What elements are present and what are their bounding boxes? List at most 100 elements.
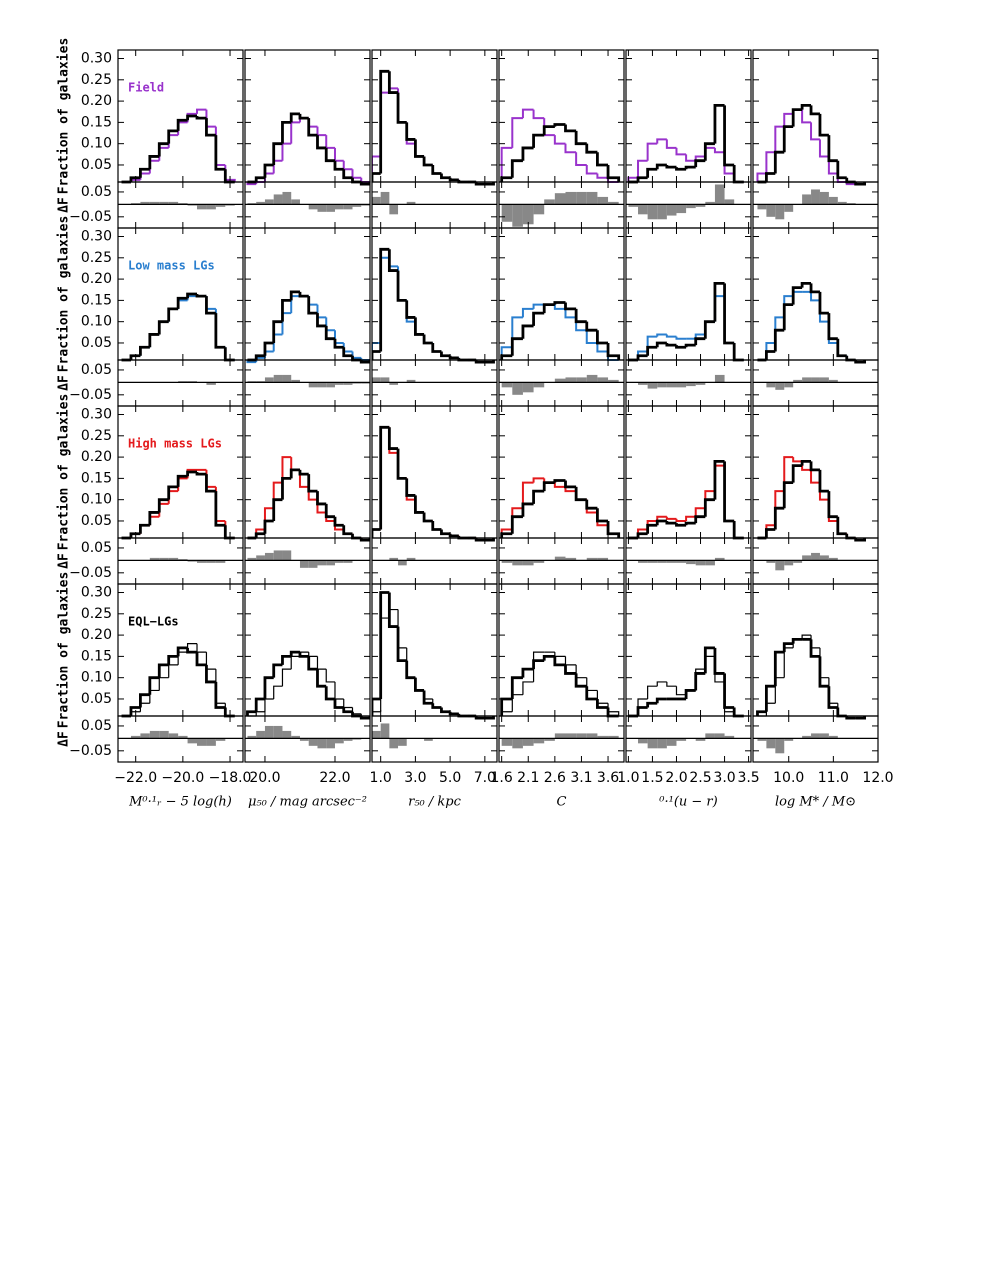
residual-bar <box>828 379 838 383</box>
residual-bar <box>159 201 169 205</box>
panel <box>626 103 751 220</box>
residual-bar <box>522 382 534 393</box>
histogram-step <box>396 92 407 124</box>
residual-bar <box>247 381 257 383</box>
histogram-step <box>827 491 838 519</box>
histogram-step <box>606 342 621 360</box>
residual-bar <box>334 560 344 563</box>
comparison-step <box>281 142 292 161</box>
histogram-step <box>195 116 207 120</box>
comparison-step <box>342 160 353 171</box>
histogram-step <box>333 698 344 709</box>
comparison-step <box>500 146 513 182</box>
histogram-step <box>148 511 160 526</box>
residual-bar <box>299 738 309 741</box>
comparison-step <box>553 135 566 145</box>
histogram-step <box>596 698 609 709</box>
residual-bar <box>264 199 274 205</box>
residual-bar <box>273 374 283 383</box>
comparison-step <box>177 299 188 309</box>
histogram-step <box>827 686 838 709</box>
residual-bar <box>334 382 344 385</box>
residual-bar <box>334 738 344 744</box>
histogram-step <box>855 716 867 720</box>
y-tick-label: 0.30 <box>81 407 112 423</box>
y-tick-label: 0.15 <box>81 292 112 308</box>
comparison-step <box>522 681 534 695</box>
residual-bar <box>352 738 362 740</box>
y-axis-title: Fraction of galaxies <box>57 216 72 373</box>
histogram-step <box>405 478 416 497</box>
histogram-step <box>387 249 399 272</box>
x-tick-label: 12.0 <box>862 770 893 786</box>
comparison-step <box>704 320 715 335</box>
residual-bar <box>766 738 776 749</box>
residual-bar <box>647 738 658 749</box>
residual-bar <box>140 733 150 739</box>
histogram-step <box>809 105 820 116</box>
residual-bar <box>811 733 820 739</box>
comparison-step <box>765 151 776 174</box>
residual-bar <box>628 204 639 207</box>
residual-bar <box>565 191 577 205</box>
residual-bar <box>597 735 609 739</box>
histogram-step <box>510 515 523 534</box>
y-tick-label: 0.20 <box>81 449 112 465</box>
panel <box>753 103 878 220</box>
panel-frame <box>244 405 371 539</box>
histogram-step <box>800 459 812 466</box>
residual-bar <box>828 196 838 205</box>
residual-bar <box>766 204 776 217</box>
comparison-step <box>685 515 696 521</box>
comparison-step <box>500 346 513 360</box>
y-tick-label: 0.15 <box>81 114 112 130</box>
comparison-step <box>774 125 785 153</box>
histogram-step <box>818 113 829 137</box>
histogram-step <box>186 292 198 299</box>
histogram-step <box>542 654 555 661</box>
residual-bar <box>247 557 257 561</box>
panel-frame <box>371 49 498 183</box>
residual-bar <box>149 557 160 561</box>
panel <box>499 651 624 749</box>
comparison-step <box>372 711 381 716</box>
residual-bar <box>638 204 648 215</box>
histogram-step <box>684 689 696 699</box>
comparison-step <box>158 146 169 161</box>
histogram-step <box>553 123 566 127</box>
residual-bar <box>317 738 327 749</box>
comparison-step <box>575 317 587 332</box>
panel <box>245 112 370 212</box>
histogram-step <box>205 296 216 315</box>
comparison-step <box>532 477 545 483</box>
comparison-step <box>656 333 667 337</box>
histogram-step <box>405 122 416 141</box>
histogram-step <box>646 167 658 178</box>
histogram-step <box>176 474 188 487</box>
residual-bar <box>149 730 160 739</box>
panel <box>118 292 243 385</box>
residual-tick-label: 0.05 <box>81 362 112 378</box>
histogram-step <box>139 345 150 356</box>
residual-bar <box>206 560 216 563</box>
residual-bar <box>576 377 587 383</box>
comparison-step <box>553 304 566 310</box>
histogram-step <box>845 716 856 720</box>
residual-bar <box>657 382 667 388</box>
comparison-step <box>827 156 838 175</box>
histogram-step <box>596 508 609 523</box>
residual-bar <box>389 738 399 749</box>
comparison-step <box>783 647 794 678</box>
residual-tick-label: 0.05 <box>81 718 112 734</box>
row-label: Field <box>128 81 164 95</box>
histogram-step <box>713 459 725 500</box>
residual-bar <box>846 203 856 205</box>
residual-bar <box>666 382 677 388</box>
histogram-step <box>484 182 495 186</box>
comparison-step <box>783 112 794 127</box>
histogram-step <box>372 697 381 716</box>
histogram-step <box>414 677 425 692</box>
residual-bar <box>775 738 785 754</box>
histogram-step <box>723 105 735 167</box>
histogram-step <box>431 164 442 175</box>
